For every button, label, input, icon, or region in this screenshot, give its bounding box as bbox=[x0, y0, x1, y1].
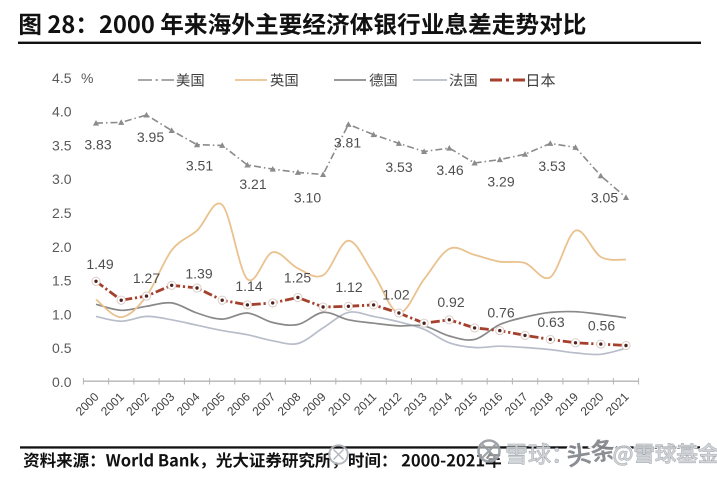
svg-text:1.0: 1.0 bbox=[52, 306, 72, 322]
svg-text:1.25: 1.25 bbox=[284, 270, 311, 286]
svg-text:3.29: 3.29 bbox=[487, 174, 514, 190]
svg-text:1.27: 1.27 bbox=[133, 270, 160, 286]
svg-text:2.0: 2.0 bbox=[52, 239, 72, 255]
svg-text:3.5: 3.5 bbox=[52, 137, 72, 153]
svg-text:1.14: 1.14 bbox=[235, 278, 262, 294]
svg-text:3.0: 3.0 bbox=[52, 171, 72, 187]
svg-text:1.02: 1.02 bbox=[382, 287, 409, 303]
svg-text:4.0: 4.0 bbox=[52, 104, 72, 120]
svg-text:1.39: 1.39 bbox=[185, 266, 212, 282]
svg-text:0.0: 0.0 bbox=[52, 374, 72, 390]
svg-text:0.92: 0.92 bbox=[437, 294, 464, 310]
svg-text:0.76: 0.76 bbox=[487, 305, 514, 321]
svg-text:3.95: 3.95 bbox=[137, 129, 164, 145]
svg-text:3.53: 3.53 bbox=[385, 159, 412, 175]
svg-text:1.12: 1.12 bbox=[335, 279, 362, 295]
svg-text:0.56: 0.56 bbox=[588, 318, 615, 334]
svg-text:%: % bbox=[81, 70, 93, 86]
svg-text:3.83: 3.83 bbox=[84, 137, 111, 153]
svg-text:3.05: 3.05 bbox=[591, 190, 618, 206]
svg-text:2.5: 2.5 bbox=[52, 205, 72, 221]
svg-text:3.21: 3.21 bbox=[239, 176, 266, 192]
svg-text:1.5: 1.5 bbox=[52, 273, 72, 289]
svg-text:0.5: 0.5 bbox=[52, 340, 72, 356]
svg-text:3.81: 3.81 bbox=[334, 135, 361, 151]
svg-text:3.10: 3.10 bbox=[294, 190, 321, 206]
svg-text:1.49: 1.49 bbox=[86, 256, 113, 272]
svg-text:3.53: 3.53 bbox=[538, 158, 565, 174]
svg-text:4.5: 4.5 bbox=[52, 70, 72, 86]
svg-text:3.51: 3.51 bbox=[186, 158, 213, 174]
svg-text:3.46: 3.46 bbox=[436, 162, 463, 178]
svg-text:0.63: 0.63 bbox=[537, 314, 564, 330]
